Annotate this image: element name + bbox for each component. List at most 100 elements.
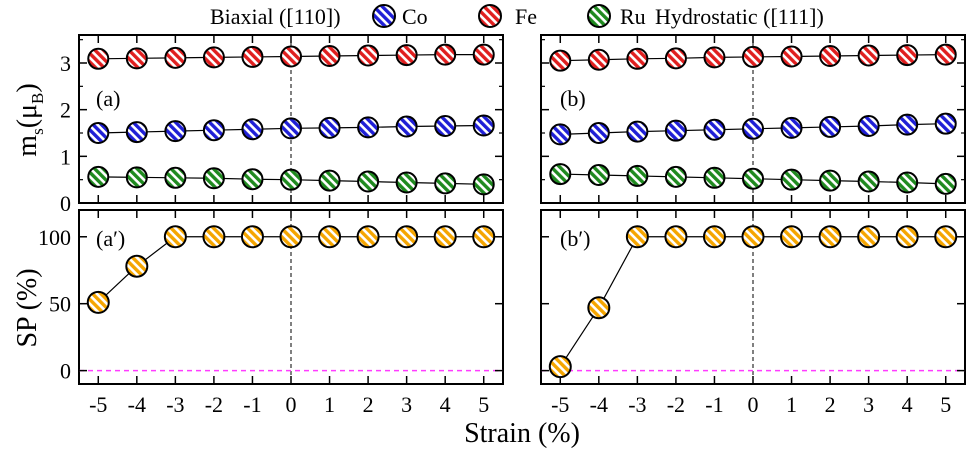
y-tick-label: 2: [60, 98, 71, 123]
y-axis-label-bottom: SP (%): [12, 268, 43, 347]
data-point: [819, 169, 842, 192]
x-tick-label: -3: [628, 392, 646, 417]
data-point: [472, 114, 495, 137]
data-point: [241, 45, 264, 68]
data-point: [318, 169, 341, 192]
data-point: [819, 45, 842, 67]
data-point: [625, 225, 649, 249]
data-point: [164, 120, 187, 143]
data-point: [280, 117, 302, 140]
legend-marker-fe: [478, 4, 502, 28]
x-tick-label: 3: [863, 392, 874, 417]
data-point: [587, 296, 611, 320]
y-axis-label-top: ms(μB): [12, 83, 47, 156]
data-point: [703, 166, 726, 189]
data-point: [857, 115, 880, 137]
data-point: [896, 44, 919, 67]
legend-marker-ru: [587, 4, 611, 28]
series-fe: [87, 43, 495, 70]
legend-label-fe: Fe: [515, 4, 537, 29]
data-point: [202, 167, 225, 190]
data-point: [934, 43, 957, 66]
x-tick-label: 3: [401, 392, 412, 417]
data-point: [664, 165, 687, 188]
data-point: [125, 121, 148, 144]
data-point: [472, 43, 495, 66]
data-point: [857, 225, 881, 249]
data-point: [664, 119, 687, 142]
data-point: [164, 166, 187, 189]
panel-label-a: (a): [96, 86, 120, 111]
data-point: [434, 43, 457, 66]
x-tick-label: -1: [705, 392, 723, 417]
x-tick-label: -5: [89, 392, 107, 417]
data-point: [318, 225, 342, 249]
data-point: [125, 47, 148, 70]
legend-marker-co: [372, 4, 396, 28]
title-hydrostatic: Hydrostatic ([111]): [655, 4, 824, 29]
x-tick-label: -4: [590, 392, 608, 417]
data-point: [549, 163, 572, 186]
data-point: [86, 290, 110, 314]
series-sp: [548, 225, 958, 379]
data-point: [934, 112, 957, 135]
data-point: [549, 123, 572, 146]
y-label-m: m: [12, 135, 43, 157]
data-point: [395, 171, 418, 194]
data-point: [240, 225, 264, 249]
data-point: [318, 45, 341, 67]
data-point: [741, 225, 765, 249]
x-tick-label: 4: [440, 392, 451, 417]
data-point: [472, 225, 496, 249]
panel-a2-plot: 0 50 100 -5 -4 -3 -2 -1 0 1 2 3 4 5: [38, 210, 503, 417]
data-point: [163, 225, 187, 249]
data-point: [587, 164, 610, 186]
series-sp: [86, 225, 496, 314]
series-fe: [549, 43, 957, 72]
data-point: [434, 115, 457, 137]
data-point: [241, 168, 264, 191]
legend-item-co: Co: [372, 4, 428, 29]
x-tick-label: 5: [478, 392, 489, 417]
x-tick-label: -4: [128, 392, 146, 417]
data-point: [664, 225, 688, 249]
data-point: [780, 116, 803, 139]
data-point: [280, 45, 302, 68]
legend-item-ru: Ru: [587, 4, 646, 29]
data-point: [702, 225, 726, 249]
data-point: [548, 355, 572, 379]
data-point: [125, 254, 149, 278]
panel-a-plot: 0 1 2 3: [60, 35, 503, 216]
data-point: [241, 118, 264, 141]
y-tick-label: 0: [60, 191, 71, 216]
data-point: [395, 115, 418, 138]
data-point: [818, 225, 842, 249]
x-tick-label: 5: [940, 392, 951, 417]
x-tick-label: 2: [825, 392, 836, 417]
data-point: [164, 46, 187, 69]
data-point: [202, 225, 226, 249]
data-point: [780, 45, 803, 68]
x-tick-label: -2: [205, 392, 223, 417]
data-point: [819, 115, 842, 138]
x-tick-label: 1: [786, 392, 797, 417]
y-tick-label: 100: [38, 225, 71, 250]
x-tick-label: 4: [902, 392, 913, 417]
legend-label-co: Co: [402, 4, 428, 29]
data-point: [318, 116, 341, 139]
y-tick-label: 1: [60, 144, 71, 169]
data-point: [279, 225, 303, 249]
series-co: [87, 114, 495, 144]
data-point: [87, 122, 110, 144]
legend-label-ru: Ru: [620, 4, 646, 29]
panel-label-b: (b): [560, 86, 586, 111]
data-point: [357, 116, 380, 139]
data-point: [934, 172, 957, 195]
data-point: [587, 48, 610, 71]
x-tick-label: 0: [748, 392, 759, 417]
data-point: [356, 225, 380, 249]
data-point: [934, 225, 958, 249]
data-point: [742, 117, 764, 140]
data-point: [703, 46, 726, 69]
data-point: [857, 170, 880, 193]
